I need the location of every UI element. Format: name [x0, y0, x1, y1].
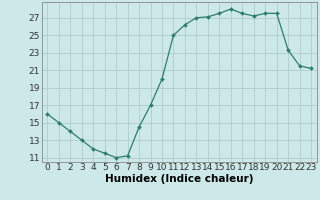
X-axis label: Humidex (Indice chaleur): Humidex (Indice chaleur)	[105, 174, 253, 184]
